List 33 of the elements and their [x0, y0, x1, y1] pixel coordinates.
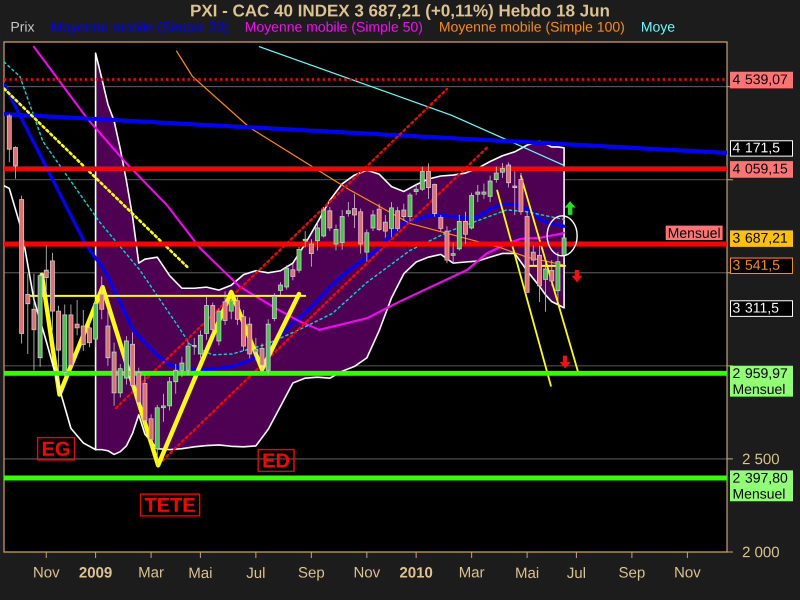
x-tick-label: Nov [354, 567, 380, 578]
x-tick-label: Mar [460, 567, 484, 578]
chart-title: PXI - CAC 40 INDEX 3 687,21 (+0,11%) Hebdo 18 Jun [191, 4, 609, 20]
ref-line-label: 4 539,07 [732, 74, 788, 86]
ref-line-label: 2 959,97 Mensuel [733, 368, 788, 394]
text: Moye [642, 22, 674, 35]
text: Moyenne mobile (Simple 20) [52, 21, 228, 35]
x-tick-label: Jul [246, 567, 264, 578]
text: Moyenne mobile (Simple 50) [246, 21, 422, 35]
x-tick-label: Mar [139, 567, 164, 578]
x-tick-label: Sep [298, 567, 324, 581]
annotation: ED [263, 454, 290, 468]
text: Moyenne mobile (Simple 100) [440, 21, 624, 35]
x-tick-label: Jul [567, 567, 585, 578]
ref-line-label: 2 397,80 Mensuel [733, 472, 788, 499]
ref-line-label: Mensuel [668, 228, 720, 238]
x-tick-label: Mai [516, 567, 538, 578]
text: 3 311,5 [733, 302, 778, 314]
text: 3 687,21 [733, 232, 788, 244]
x-tick-label: Nov [675, 567, 701, 578]
ref-line-label: 4 059,15 [732, 164, 788, 176]
x-tick-label: 2009 [79, 567, 112, 578]
x-tick-label: 2010 [400, 567, 432, 578]
x-tick-label: Mai [190, 567, 212, 578]
text: 4 171,5 [732, 142, 780, 154]
x-tick-label: Nov [34, 567, 60, 578]
annotation: TETE [144, 498, 195, 512]
annotation: EG [42, 442, 70, 456]
y-tick-label: 2 000 [742, 546, 779, 558]
text: Prix [12, 21, 34, 32]
y-tick-label: 2 500 [742, 454, 779, 464]
x-tick-label: Sep [619, 567, 645, 581]
text: 3 541,5 [733, 260, 780, 272]
